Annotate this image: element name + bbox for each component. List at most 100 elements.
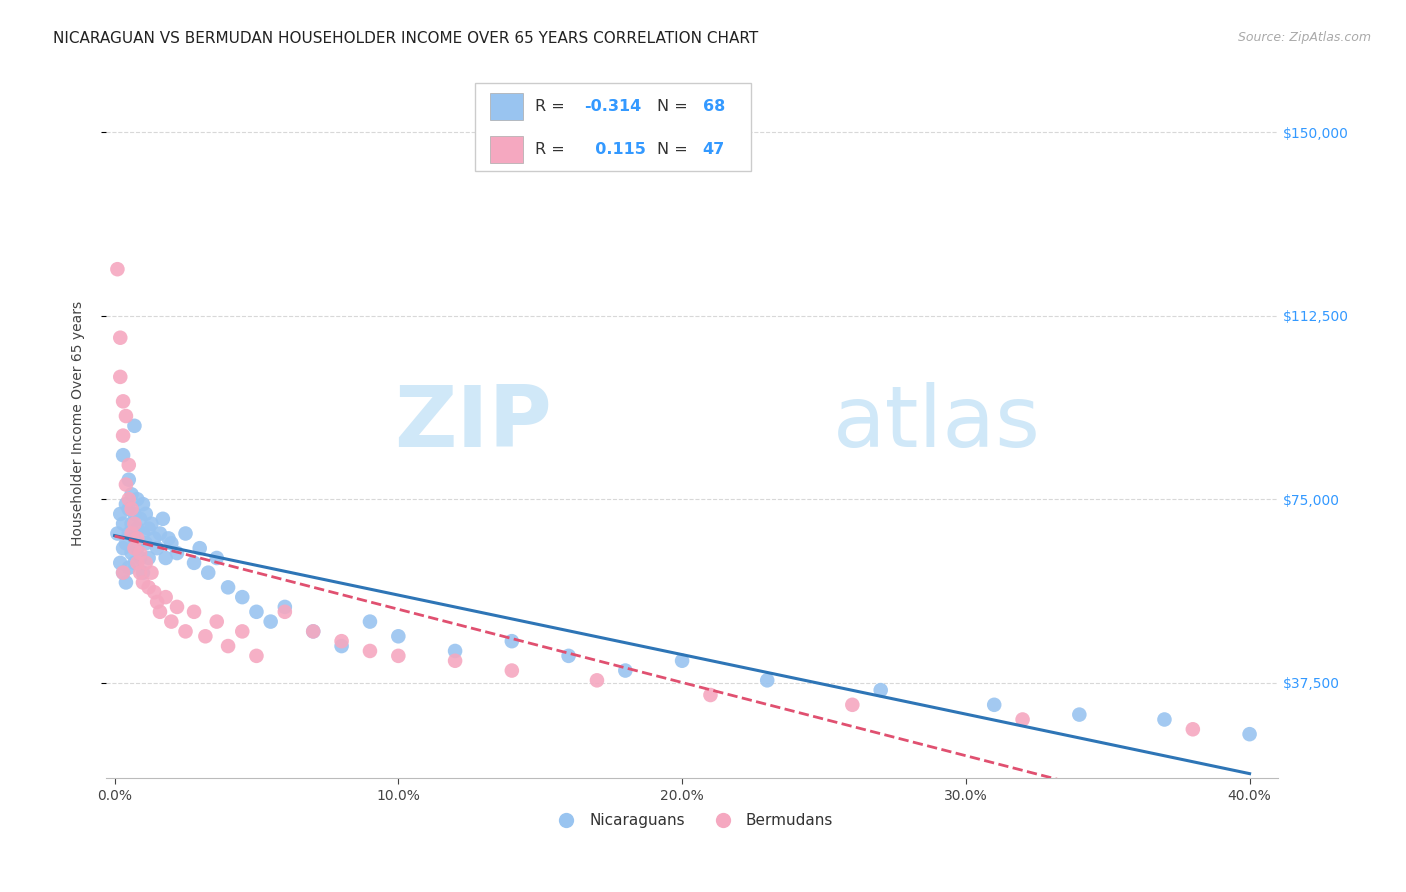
Point <box>118 492 141 507</box>
Point <box>121 502 143 516</box>
Point <box>387 648 409 663</box>
Point <box>121 526 143 541</box>
Point <box>112 566 135 580</box>
Point <box>141 566 163 580</box>
Point <box>124 556 146 570</box>
Point <box>127 522 149 536</box>
Point <box>118 473 141 487</box>
Point <box>127 492 149 507</box>
Point <box>112 566 135 580</box>
Point <box>115 409 138 423</box>
Point <box>205 615 228 629</box>
Point <box>132 566 155 580</box>
Point <box>146 541 169 556</box>
Point <box>146 595 169 609</box>
Point <box>194 629 217 643</box>
Point <box>274 605 297 619</box>
Point <box>1011 713 1033 727</box>
Point <box>132 575 155 590</box>
Point <box>149 605 172 619</box>
Point <box>302 624 325 639</box>
Point <box>124 516 146 531</box>
Point <box>444 654 467 668</box>
Point <box>231 624 253 639</box>
Point <box>121 487 143 501</box>
Point <box>699 688 721 702</box>
Point <box>118 502 141 516</box>
Point <box>110 556 132 570</box>
Point <box>183 556 205 570</box>
Point <box>205 551 228 566</box>
Point <box>124 418 146 433</box>
Point <box>143 532 166 546</box>
Text: R =: R = <box>536 142 569 157</box>
Point <box>174 526 197 541</box>
Point <box>157 532 180 546</box>
Point <box>330 639 353 653</box>
Point <box>129 551 152 566</box>
Point <box>135 556 157 570</box>
Point <box>135 507 157 521</box>
Point <box>259 615 281 629</box>
Text: NICARAGUAN VS BERMUDAN HOUSEHOLDER INCOME OVER 65 YEARS CORRELATION CHART: NICARAGUAN VS BERMUDAN HOUSEHOLDER INCOM… <box>53 31 759 46</box>
Point <box>138 551 160 566</box>
Point <box>121 516 143 531</box>
Text: 47: 47 <box>703 142 725 157</box>
Point <box>112 516 135 531</box>
Point <box>141 516 163 531</box>
Point <box>671 654 693 668</box>
Point <box>245 648 267 663</box>
Point <box>501 664 523 678</box>
Point <box>143 585 166 599</box>
Point <box>138 580 160 594</box>
Text: -0.314: -0.314 <box>585 99 641 114</box>
Text: N =: N = <box>657 99 693 114</box>
Point <box>197 566 219 580</box>
Point <box>115 497 138 511</box>
Point <box>217 580 239 594</box>
Point <box>152 512 174 526</box>
Point <box>112 448 135 462</box>
Point <box>135 536 157 550</box>
Point <box>124 507 146 521</box>
Point <box>112 394 135 409</box>
Point <box>1239 727 1261 741</box>
Point <box>160 615 183 629</box>
Point <box>118 526 141 541</box>
Point <box>112 541 135 556</box>
Point <box>138 522 160 536</box>
Point <box>127 541 149 556</box>
FancyBboxPatch shape <box>491 136 523 162</box>
Point <box>127 532 149 546</box>
Point <box>1153 713 1175 727</box>
Point <box>129 566 152 580</box>
Text: 0.115: 0.115 <box>585 142 647 157</box>
Text: 68: 68 <box>703 99 725 114</box>
Point <box>444 644 467 658</box>
Point <box>183 605 205 619</box>
Point <box>118 458 141 472</box>
Point <box>149 526 172 541</box>
Point <box>155 590 177 604</box>
Y-axis label: Householder Income Over 65 years: Householder Income Over 65 years <box>72 301 86 546</box>
Point <box>127 556 149 570</box>
Point <box>231 590 253 604</box>
Point <box>124 541 146 556</box>
Text: ZIP: ZIP <box>394 382 551 465</box>
Point <box>302 624 325 639</box>
Point <box>132 526 155 541</box>
Point <box>245 605 267 619</box>
Legend: Nicaraguans, Bermudans: Nicaraguans, Bermudans <box>544 807 839 834</box>
Point <box>129 512 152 526</box>
Point <box>188 541 211 556</box>
Point <box>557 648 579 663</box>
Point <box>217 639 239 653</box>
Point <box>359 644 381 658</box>
Text: R =: R = <box>536 99 569 114</box>
Point <box>274 599 297 614</box>
Text: Source: ZipAtlas.com: Source: ZipAtlas.com <box>1237 31 1371 45</box>
Point <box>107 526 129 541</box>
Text: atlas: atlas <box>832 382 1040 465</box>
Point <box>983 698 1005 712</box>
Point <box>129 546 152 560</box>
